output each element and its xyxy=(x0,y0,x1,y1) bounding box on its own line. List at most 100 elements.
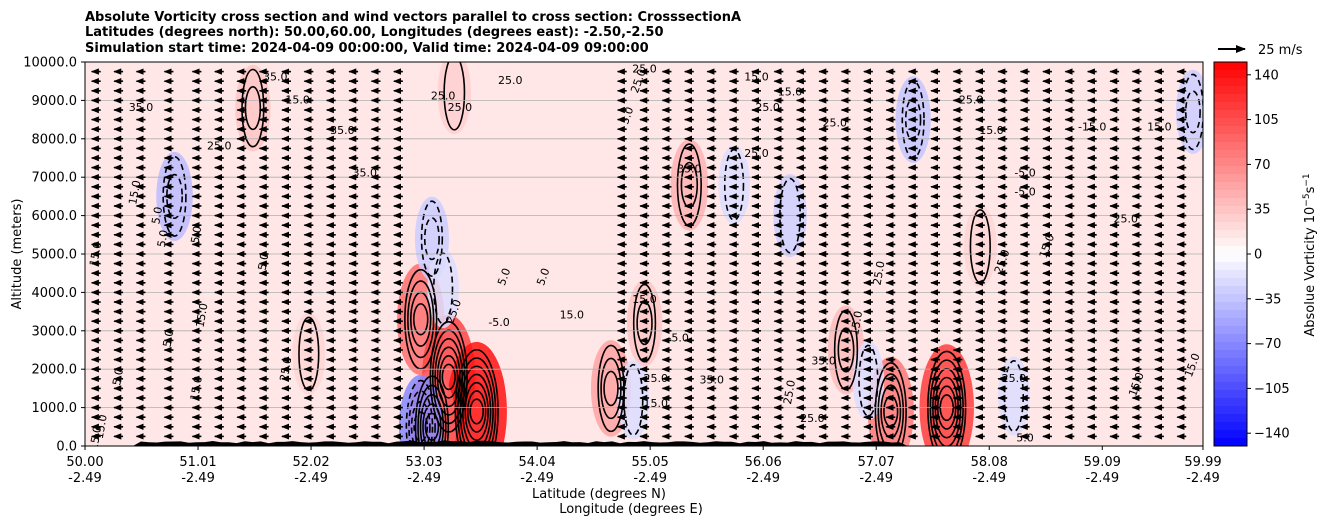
terrain-silhouette xyxy=(85,440,1203,446)
contour-line xyxy=(436,346,461,408)
contour-label: 15.0 xyxy=(979,124,1004,137)
colorbar-segment xyxy=(1214,334,1247,343)
contour-line xyxy=(461,373,492,446)
x-tick-longitude-label: -2.49 xyxy=(633,471,667,486)
contour-label: 25.0 xyxy=(632,63,657,76)
contour-label: -5.0 xyxy=(488,316,509,329)
colorbar-segment xyxy=(1214,278,1247,287)
colorbar-segment xyxy=(1214,342,1247,351)
contour-label: 25.0 xyxy=(498,74,523,87)
colorbar-segment xyxy=(1214,286,1247,295)
colorbar-segment xyxy=(1214,142,1247,151)
x-tick-longitude-label: -2.49 xyxy=(520,471,554,486)
colorbar-ticks: 140 105 70 35 0 −35 −70 −105 −140 xyxy=(1247,68,1290,442)
x-tick-latitude-label: 56.06 xyxy=(745,455,782,470)
x-tick-longitude-label: -2.49 xyxy=(181,471,215,486)
wind-vectors xyxy=(90,68,1187,440)
colorbar-segment xyxy=(1214,206,1247,215)
colorbar-segment xyxy=(1214,190,1247,199)
contour-label: 15.0 xyxy=(560,308,585,321)
contour-label: 15.0 xyxy=(285,93,310,106)
colorbar-label: Absolue Vorticity 10−5s−1 xyxy=(1302,173,1318,336)
contour-label: 5.0 xyxy=(155,229,171,248)
colorbar-segment xyxy=(1214,238,1247,247)
colorbar-segment xyxy=(1214,222,1247,231)
colorbar-label-exponent: −5 xyxy=(1302,193,1312,206)
colorbar-tick-label: −35 xyxy=(1254,292,1281,307)
contour-label: 25.0 xyxy=(1002,372,1027,385)
contour-line xyxy=(469,398,484,425)
contour-label: 5.0 xyxy=(495,266,513,287)
contour-line xyxy=(420,200,444,277)
colorbar-segment xyxy=(1214,366,1247,375)
contour-label: -15.0 xyxy=(1078,120,1106,133)
colorbar-segment xyxy=(1214,174,1247,183)
contour-label: 35.0 xyxy=(263,70,288,83)
chart-title-line-2: Latitudes (degrees north): 50.00,60.00, … xyxy=(85,25,664,40)
colorbar-segment xyxy=(1214,390,1247,399)
x-tick-latitude-label: 55.05 xyxy=(632,455,669,470)
y-axis-label: Altitude (meters) xyxy=(10,199,25,310)
x-axis: 50.00-2.4951.01-2.4952.02-2.4953.03-2.49… xyxy=(66,446,1222,486)
contour-label: 5.0 xyxy=(618,105,636,126)
colorbar-segment xyxy=(1214,302,1247,311)
colorbar-segment xyxy=(1214,166,1247,175)
colorbar-segment xyxy=(1214,326,1247,335)
y-tick-label: 8000.0 xyxy=(32,132,78,147)
colorbar-segment xyxy=(1214,430,1247,439)
contour-label: 35.0 xyxy=(330,124,355,137)
colorbar-segment xyxy=(1214,134,1247,143)
colorbar-segment xyxy=(1214,358,1247,367)
vorticity-feature xyxy=(292,313,326,395)
contour-labels: 35.0 25.0 25.0 15.0 15.0 35.0 15.0 25.0 25.0 25.0… xyxy=(87,63,1203,446)
contour-line xyxy=(412,303,429,336)
y-tick-label: 3000.0 xyxy=(32,324,78,339)
contour-label: 15.0 xyxy=(193,302,210,328)
colorbar-segment xyxy=(1214,422,1247,431)
contour-line xyxy=(162,155,187,237)
x-axis-label-latitude: Latitude (degrees N) xyxy=(532,487,666,502)
vorticity-feature xyxy=(1175,69,1203,154)
contour-label: 35.0 xyxy=(353,166,378,179)
x-tick-longitude-label: -2.49 xyxy=(407,471,441,486)
contour-label: 15.0 xyxy=(632,293,657,306)
colorbar-segment xyxy=(1214,110,1247,119)
x-axis-label-longitude: Longitude (degrees E) xyxy=(559,502,703,517)
colorbar-segment xyxy=(1214,94,1247,103)
y-tick-label: 6000.0 xyxy=(32,209,78,224)
contour-label: 15.0 xyxy=(778,86,803,99)
contour-label: 15.0 xyxy=(188,375,205,401)
colorbar-segment xyxy=(1214,118,1247,127)
colorbar-segment xyxy=(1214,270,1247,279)
contour-label: 15.0 xyxy=(93,414,110,440)
x-tick-latitude-label: 52.02 xyxy=(292,455,329,470)
x-tick-longitude-label: -2.49 xyxy=(859,471,893,486)
contour-label: -25.0 xyxy=(955,93,983,106)
x-tick-longitude-label: -2.49 xyxy=(1085,471,1119,486)
colorbar-segment xyxy=(1214,262,1247,271)
colorbar-segment xyxy=(1214,382,1247,391)
contour-label: 25.0 xyxy=(871,260,888,286)
contour-line xyxy=(422,403,442,446)
contour-label: 15.0 xyxy=(848,310,865,336)
contour-label: 25.0 xyxy=(744,147,769,160)
contour-label: 15.0 xyxy=(1147,120,1172,133)
chart-title-line-1: Absolute Vorticity cross section and win… xyxy=(85,10,741,25)
colorbar-segment xyxy=(1214,350,1247,359)
colorbar-segment xyxy=(1214,126,1247,135)
contour-label: 5.0 xyxy=(161,329,177,348)
colorbar-tick-label: 105 xyxy=(1254,113,1279,128)
contour-line xyxy=(414,375,450,446)
colorbar-segment xyxy=(1214,438,1247,447)
x-tick-latitude-label: 59.09 xyxy=(1084,455,1121,470)
colorbar-tick-label: 35 xyxy=(1254,203,1271,218)
vorticity-feature xyxy=(998,356,1030,436)
contour-line xyxy=(408,390,434,446)
contour-label: 5.0 xyxy=(110,367,126,386)
x-tick-longitude-label: -2.49 xyxy=(972,471,1006,486)
contour-label: 25.0 xyxy=(277,356,294,382)
contour-label: 15.0 xyxy=(644,397,669,410)
colorbar-segment xyxy=(1214,78,1247,87)
contour-line xyxy=(464,381,489,441)
